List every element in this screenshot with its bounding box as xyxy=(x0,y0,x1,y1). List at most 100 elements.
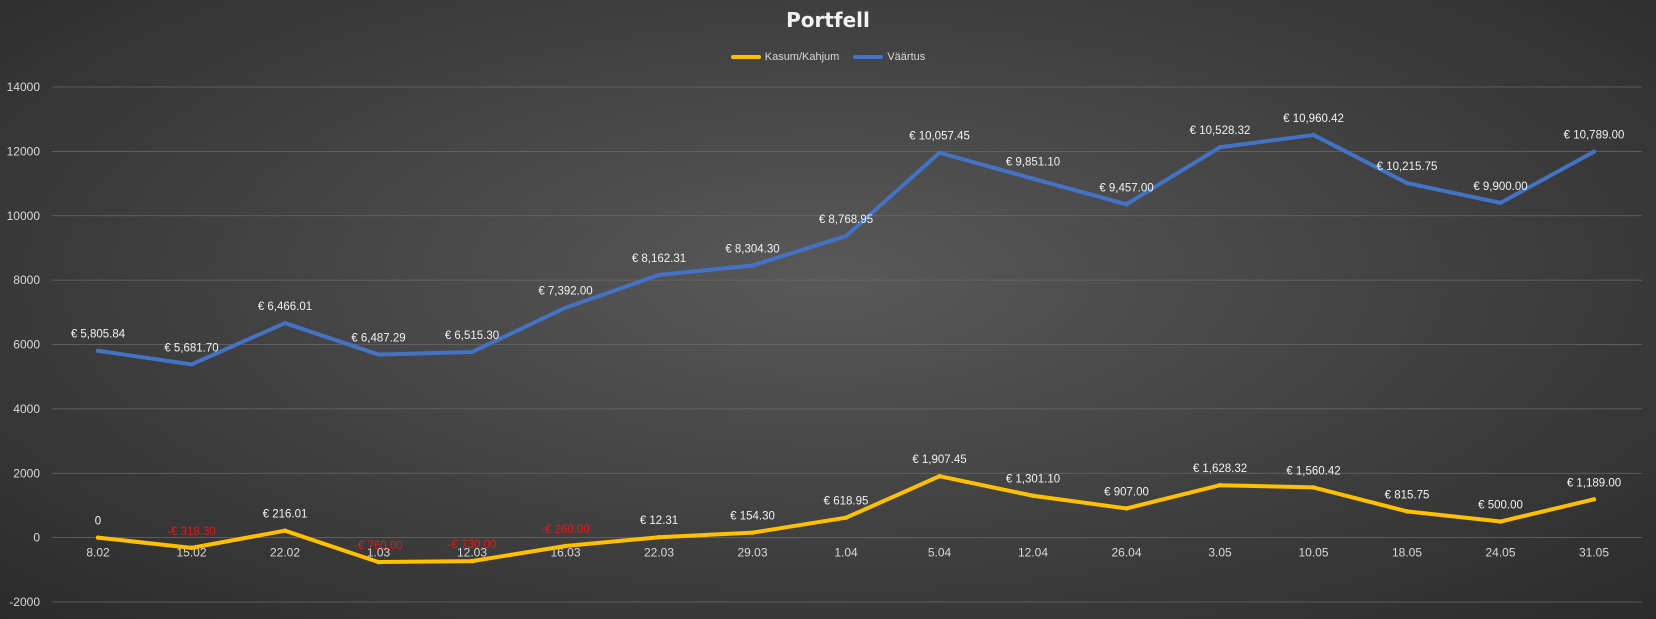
data-label: € 5,805.84 xyxy=(71,329,126,341)
data-point xyxy=(1591,497,1597,502)
data-label: 0 xyxy=(95,516,101,528)
x-tick-label: 1.03 xyxy=(367,546,391,560)
data-point xyxy=(189,362,194,367)
x-tick-label: 22.03 xyxy=(644,546,674,560)
data-label: € 5,681.70 xyxy=(164,342,218,354)
data-label: € 1,560.42 xyxy=(1286,465,1340,477)
series-line-1 xyxy=(96,132,1596,367)
y-tick-label: 8000 xyxy=(13,273,40,287)
data-label: -€ 760.00 xyxy=(354,540,403,552)
legend-item-vaartus: Väärtus xyxy=(853,51,925,63)
x-tick-label: 12.03 xyxy=(457,546,487,560)
data-label: € 10,960.42 xyxy=(1283,113,1344,125)
data-point xyxy=(95,535,101,540)
data-point xyxy=(1124,506,1129,511)
x-tick-label: 10.05 xyxy=(1298,546,1328,560)
data-point xyxy=(1404,180,1410,186)
data-label: € 618.95 xyxy=(824,496,869,508)
data-point xyxy=(282,320,288,326)
y-tick-label: 0 xyxy=(33,531,40,545)
data-point xyxy=(1404,509,1410,514)
data-label: € 6,466.01 xyxy=(258,301,312,313)
data-label: € 8,768.95 xyxy=(819,214,873,226)
data-label: € 9,457.00 xyxy=(1099,182,1153,194)
x-tick-label: 24.05 xyxy=(1485,546,1515,560)
data-label: € 8,304.30 xyxy=(725,244,779,256)
data-label: -€ 318.30 xyxy=(167,526,216,538)
data-point xyxy=(656,535,662,540)
legend: Kasum/Kahjum Väärtus xyxy=(0,51,1656,63)
data-label: € 8,162.31 xyxy=(632,253,686,265)
data-point xyxy=(563,543,568,549)
legend-label-vaartus: Väärtus xyxy=(887,51,926,63)
data-label: € 154.30 xyxy=(730,511,775,523)
data-label: € 10,215.75 xyxy=(1377,161,1438,173)
data-point xyxy=(376,352,381,357)
data-label: € 12.31 xyxy=(640,515,678,527)
x-tick-label: 1.04 xyxy=(834,546,858,560)
data-label: € 9,900.00 xyxy=(1473,181,1527,193)
x-tick-label: 26.04 xyxy=(1111,546,1141,560)
data-label: € 6,487.29 xyxy=(351,333,405,345)
y-tick-label: 12000 xyxy=(7,144,41,158)
data-point xyxy=(750,263,755,268)
y-tick-label: -2000 xyxy=(9,595,40,609)
data-point xyxy=(1498,519,1503,524)
data-point xyxy=(1217,483,1223,488)
data-point xyxy=(1030,493,1036,498)
data-point xyxy=(282,528,288,533)
data-point xyxy=(937,474,942,479)
data-label: € 1,301.10 xyxy=(1006,474,1060,486)
data-point xyxy=(843,233,849,239)
data-label: € 1,907.45 xyxy=(912,454,966,466)
x-tick-label: 29.03 xyxy=(737,546,767,560)
data-label: € 500.00 xyxy=(1478,500,1523,512)
data-label: € 7,392.00 xyxy=(538,286,592,298)
y-tick-label: 4000 xyxy=(13,402,40,416)
data-point xyxy=(1591,149,1597,154)
data-point xyxy=(1030,176,1036,181)
data-label: € 216.01 xyxy=(263,509,308,521)
x-tick-label: 8.02 xyxy=(86,546,110,560)
data-label: € 10,789.00 xyxy=(1564,130,1625,142)
data-label: € 1,189.00 xyxy=(1567,477,1621,489)
data-point xyxy=(376,559,381,565)
data-point xyxy=(1311,132,1316,138)
data-point xyxy=(1124,202,1129,207)
x-tick-label: 15.02 xyxy=(176,546,206,560)
data-point xyxy=(469,349,475,355)
data-point xyxy=(750,530,755,535)
legend-swatch-kasum xyxy=(730,55,761,59)
chart-title: Portfell xyxy=(786,8,870,32)
data-label: € 10,057.45 xyxy=(909,131,970,143)
y-tick-label: 2000 xyxy=(13,466,40,480)
x-tick-label: 31.05 xyxy=(1579,546,1609,560)
data-point xyxy=(469,558,475,564)
x-tick-label: 5.04 xyxy=(928,546,952,560)
x-tick-label: 22.02 xyxy=(270,546,300,560)
data-point xyxy=(95,348,101,353)
data-point xyxy=(937,150,942,155)
y-tick-label: 10000 xyxy=(7,209,41,223)
data-point xyxy=(1498,200,1503,206)
legend-label-kasum: Kasum/Kahjum xyxy=(764,51,840,63)
legend-swatch-vaartus xyxy=(853,55,884,59)
data-label: € 9,851.10 xyxy=(1006,157,1060,169)
x-tick-label: 12.04 xyxy=(1018,546,1048,560)
data-label: € 1,628.32 xyxy=(1193,463,1247,475)
data-label: -€ 260.00 xyxy=(541,524,590,536)
data-label: € 815.75 xyxy=(1385,489,1430,501)
data-label: € 6,515.30 xyxy=(445,330,499,342)
x-tick-label: 3.05 xyxy=(1208,546,1232,560)
data-point xyxy=(189,545,194,551)
data-point xyxy=(563,305,568,310)
legend-item-kasum: Kasum/Kahjum xyxy=(730,51,840,63)
data-point xyxy=(656,272,662,278)
x-tick-label: 18.05 xyxy=(1392,546,1422,560)
data-point xyxy=(1217,145,1223,150)
y-tick-label: 14000 xyxy=(7,80,41,94)
y-tick-label: 6000 xyxy=(13,338,40,352)
data-label: -€ 730.00 xyxy=(448,539,497,551)
